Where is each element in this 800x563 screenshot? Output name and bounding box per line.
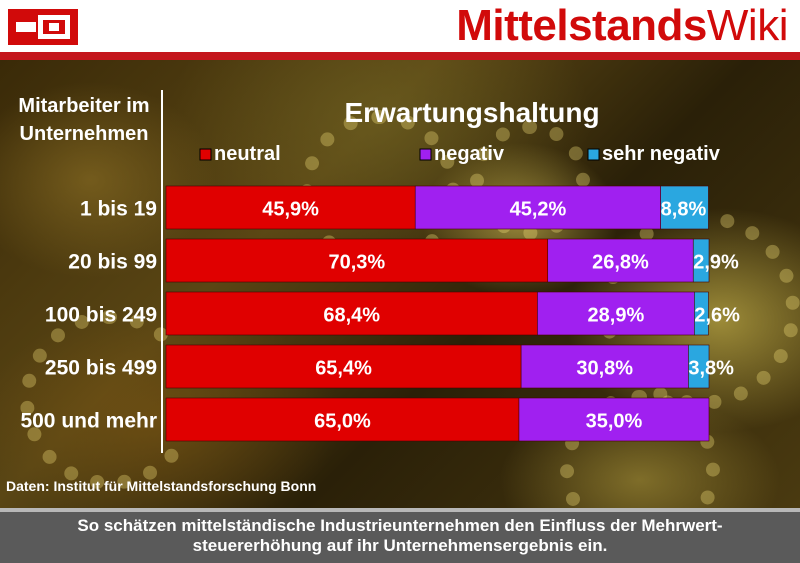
data-label-1-0: 45,2% [510, 199, 567, 221]
bar-0-2 [165, 291, 538, 336]
bar-2-3 [688, 344, 710, 389]
bar-1-1 [547, 238, 694, 283]
bar-0-3 [165, 344, 522, 389]
bar-2-2 [694, 291, 709, 336]
legend-swatch-2 [587, 148, 600, 161]
brand-wordmark[interactable]: MittelstandsWiki [456, 2, 788, 50]
bar-1-2 [537, 291, 695, 336]
data-label-1-4: 35,0% [586, 411, 643, 433]
bar-0-1 [165, 238, 549, 283]
bar-1-0 [414, 185, 661, 230]
caption-bar: So schätzen mittelständische Industrieun… [0, 508, 800, 563]
y-axis-label-line-2: Unternehmen [20, 123, 149, 145]
brand-bold: Mittelstands [456, 1, 707, 50]
data-label-2-2: 2,6% [694, 305, 740, 327]
data-label-0-1: 70,3% [329, 252, 386, 274]
y-axis-label-line-1: Mitarbeiter im [18, 95, 149, 117]
chart-title: Erwartungshaltung [344, 97, 599, 128]
legend-label-1: negativ [434, 143, 505, 165]
data-label-1-1: 26,8% [592, 252, 649, 274]
legend-swatch-0 [199, 148, 212, 161]
legend-label-2: sehr negativ [602, 143, 721, 165]
data-label-1-3: 30,8% [576, 358, 633, 380]
caption-text: So schätzen mittelständische Industrieun… [77, 516, 723, 555]
data-source-note: Daten: Institut für Mittelstandsforschun… [6, 478, 317, 494]
bars-group: 1 bis 19 45,9% 45,2% 8,8% 20 bis 99 70,3% 26,8… [20, 185, 740, 442]
data-label-0-4: 65,0% [314, 411, 371, 433]
bar-0-4 [165, 397, 520, 442]
category-label-4: 500 und mehr [20, 410, 157, 433]
mittelstandswiki-logo-icon[interactable] [8, 9, 78, 45]
bar-0-0 [165, 185, 416, 230]
category-label-0: 1 bis 19 [80, 198, 157, 221]
data-label-0-2: 68,4% [323, 305, 380, 327]
bar-2-0 [660, 185, 709, 230]
brand-light: Wiki [706, 1, 789, 50]
bar-1-3 [520, 344, 689, 389]
category-label-1: 20 bis 99 [68, 251, 157, 274]
data-label-0-3: 65,4% [315, 358, 372, 380]
data-label-1-2: 28,9% [588, 305, 645, 327]
bar-1-4 [518, 397, 710, 442]
data-label-2-1: 2,9% [693, 252, 739, 274]
category-label-2: 100 bis 249 [45, 304, 157, 327]
data-label-0-0: 45,9% [262, 199, 319, 221]
legend-label-0: neutral [214, 143, 281, 165]
category-label-3: 250 bis 499 [45, 357, 157, 380]
data-label-2-3: 3,8% [688, 358, 734, 380]
chart-legend: neutral negativ sehr negativ [199, 143, 721, 165]
site-header: MittelstandsWiki [0, 0, 800, 52]
legend-swatch-1 [419, 148, 432, 161]
header-divider [0, 52, 800, 60]
stacked-bar-chart: Mitarbeiter im Unternehmen Erwartungshal… [18, 90, 740, 453]
data-label-2-0: 8,8% [661, 199, 707, 221]
bar-2-1 [692, 238, 710, 283]
